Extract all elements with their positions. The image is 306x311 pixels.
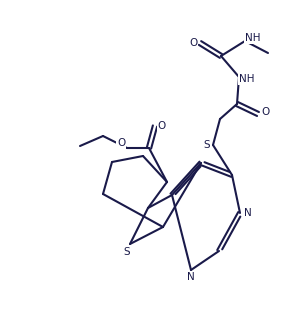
Text: N: N: [187, 272, 195, 282]
Text: S: S: [204, 140, 210, 150]
Text: NH: NH: [239, 74, 255, 84]
Text: NH: NH: [245, 33, 261, 43]
Text: O: O: [261, 107, 269, 117]
Text: O: O: [158, 121, 166, 131]
Text: N: N: [244, 208, 252, 218]
Text: O: O: [189, 38, 197, 48]
Text: S: S: [124, 247, 130, 257]
Text: O: O: [117, 138, 125, 148]
